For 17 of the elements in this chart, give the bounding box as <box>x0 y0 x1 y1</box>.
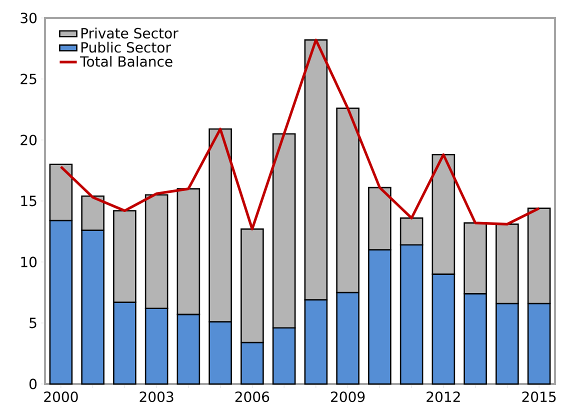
legend-label: Total Balance <box>80 56 172 67</box>
y-tick-label: 30 <box>20 12 37 24</box>
x-tick-label: 2000 <box>44 392 78 402</box>
legend-label: Private Sector <box>81 28 178 39</box>
y-tick-label: 5 <box>30 318 36 328</box>
x-tick-label: 2006 <box>235 392 270 402</box>
x-tick-label: 2012 <box>426 392 460 402</box>
y-tick-label: 25 <box>20 74 36 84</box>
x-tick-label: 2009 <box>331 392 365 402</box>
x-tick-label: 2003 <box>140 392 174 402</box>
y-tick-label: 0 <box>29 378 37 390</box>
y-tick-label: 20 <box>20 134 37 146</box>
y-tick-label: 15 <box>21 196 36 206</box>
legend-label: Public Sector <box>81 42 171 53</box>
x-tick-label: 2015 <box>522 392 556 402</box>
line-series <box>60 38 540 230</box>
y-tick-label: 10 <box>21 256 37 268</box>
